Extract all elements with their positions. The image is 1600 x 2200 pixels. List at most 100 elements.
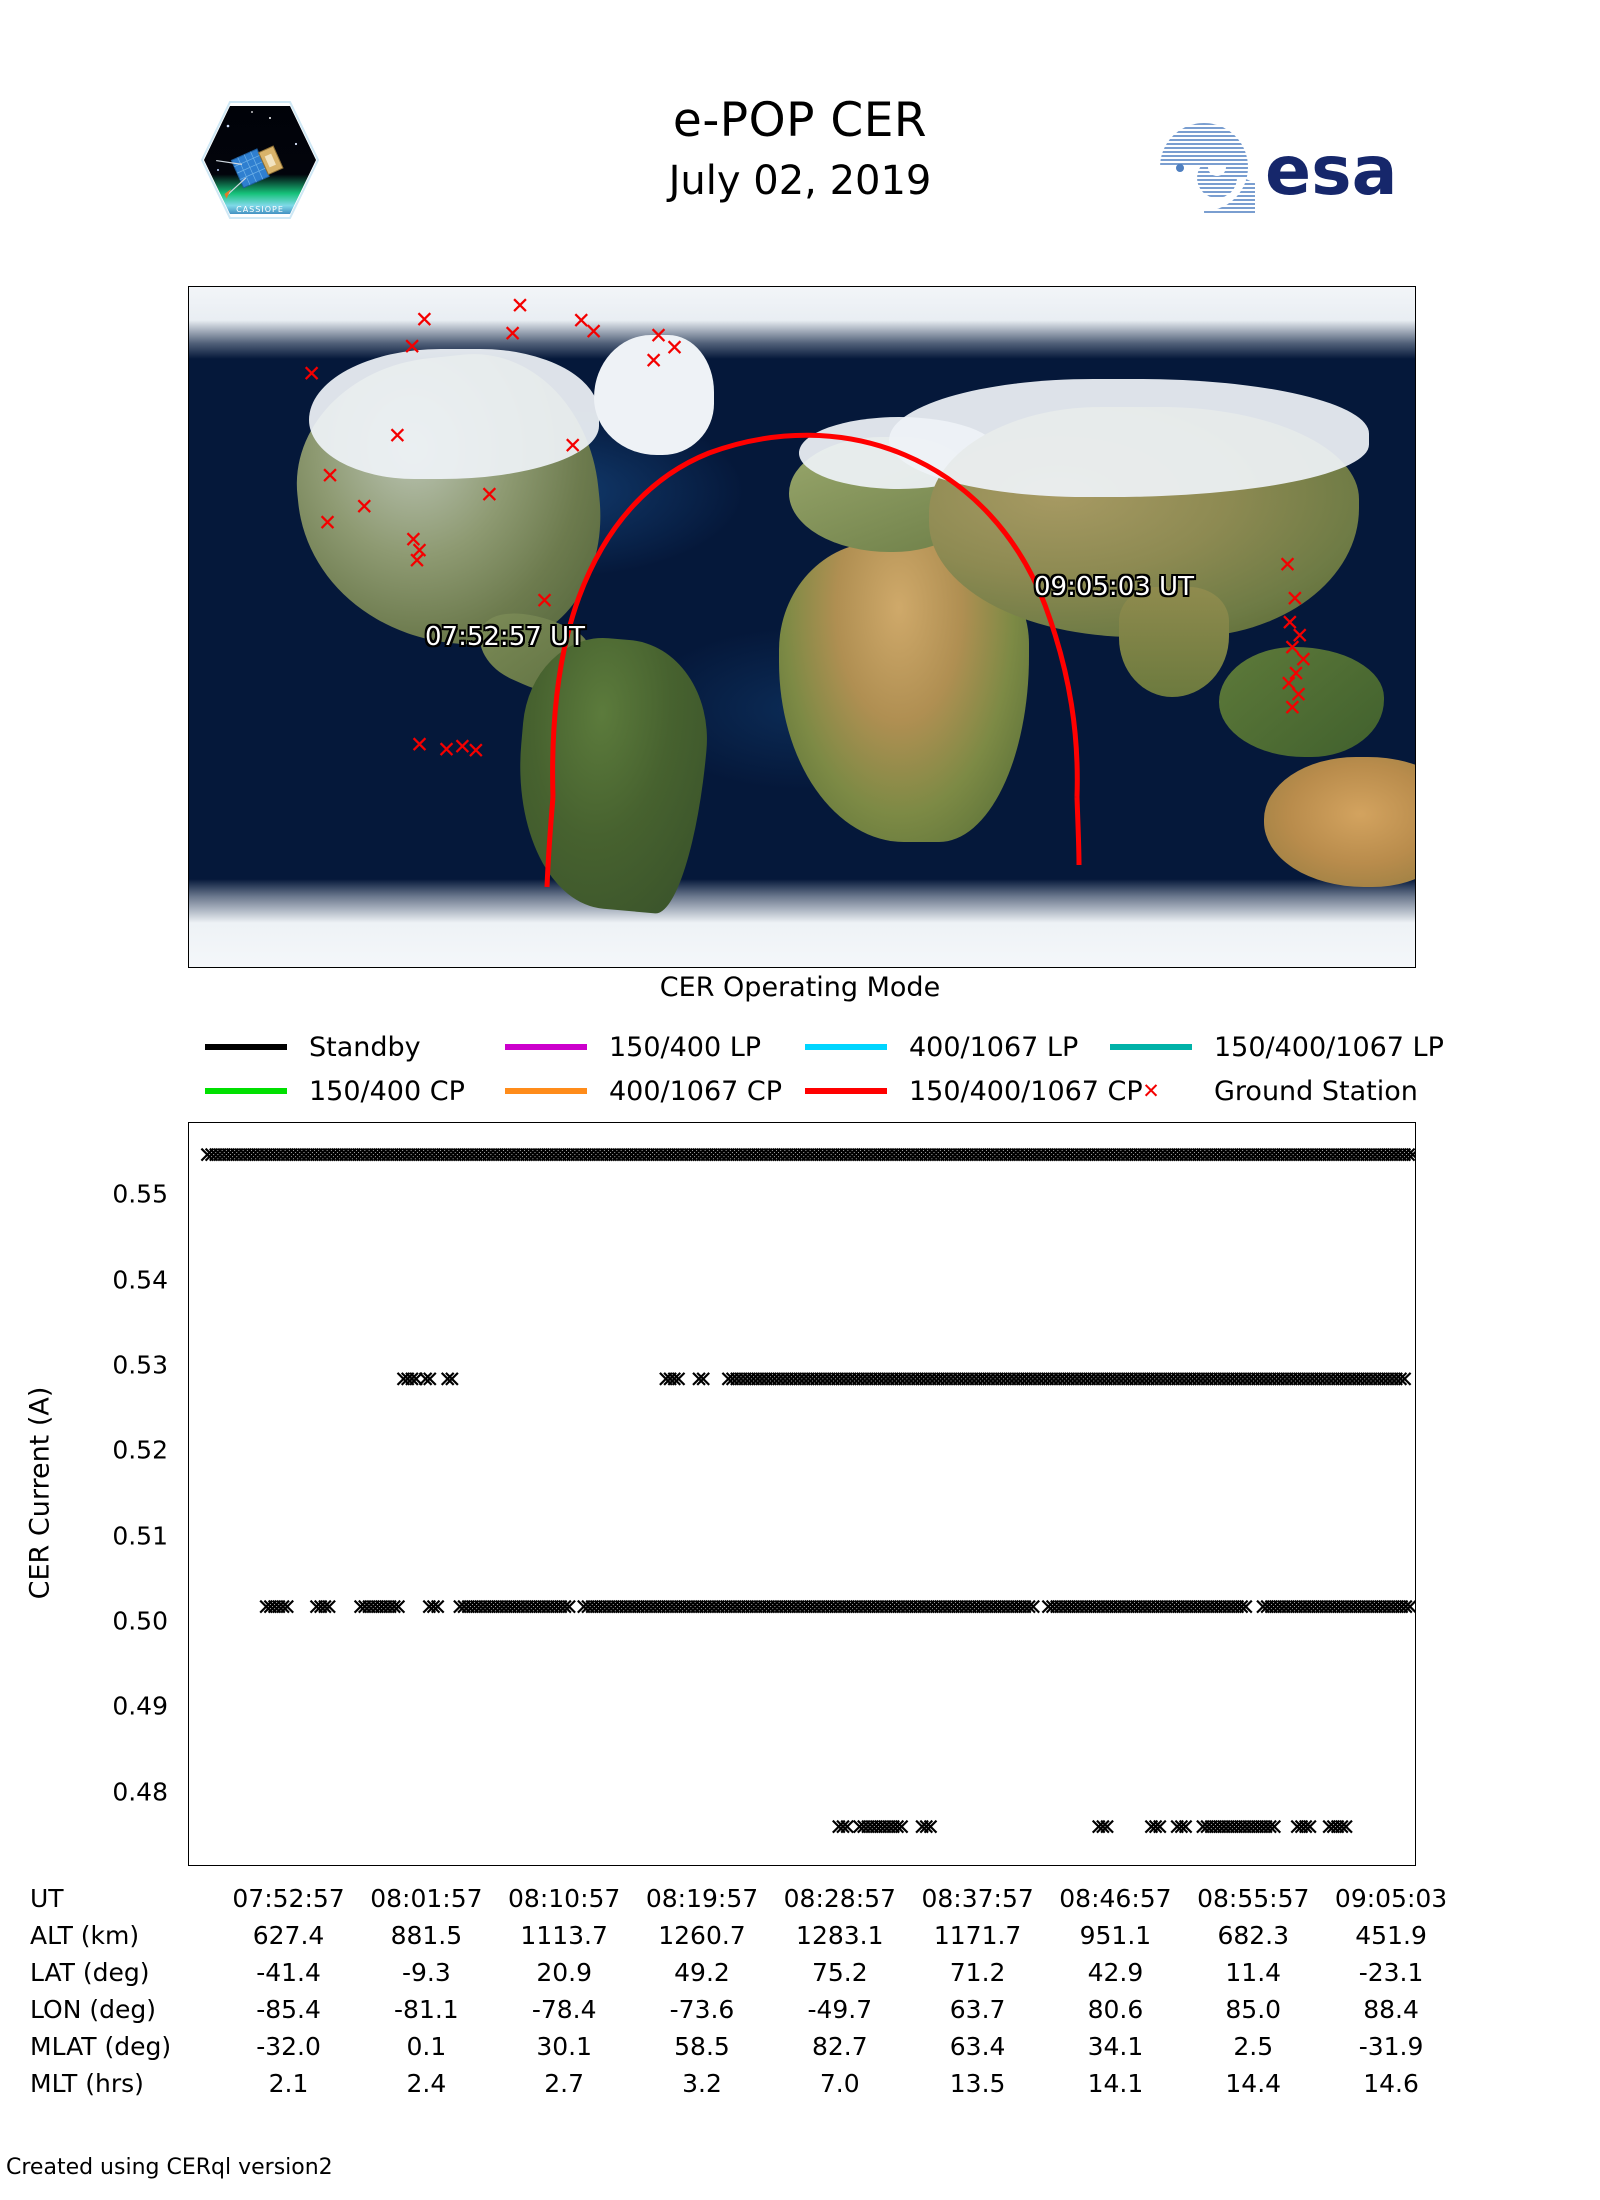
table-row-label: ALT (km) xyxy=(30,1921,140,1950)
table-cell: 1113.7 xyxy=(520,1921,608,1950)
legend-swatch xyxy=(805,1044,887,1050)
ground-station-marker: ✕ xyxy=(354,494,374,521)
table-row-label: LON (deg) xyxy=(30,1995,156,2024)
x-axis-minor-tick xyxy=(1230,1865,1231,1866)
ground-station-marker: ✕ xyxy=(510,293,530,320)
table-cell: -9.3 xyxy=(401,1958,451,1987)
legend-item: 400/1067 CP xyxy=(505,1076,782,1107)
x-axis-minor-tick xyxy=(833,1865,834,1866)
table-cell: 2.1 xyxy=(268,2069,309,2098)
ground-station-marker: ✕ xyxy=(414,307,435,334)
table-cell: 1260.7 xyxy=(658,1921,746,1950)
orbit-track xyxy=(544,432,1082,888)
table-cell: -73.6 xyxy=(669,1995,735,2024)
table-cell: 11.4 xyxy=(1225,1958,1282,1987)
y-axis-tick-label: 0.53 xyxy=(112,1350,168,1380)
x-axis-minor-tick xyxy=(1321,1865,1322,1866)
scatter-series xyxy=(832,1819,1353,1834)
x-axis-tick xyxy=(497,1865,498,1866)
ground-station-marker: ✕ xyxy=(1288,682,1309,709)
ground-station-marker: ✕ xyxy=(1277,552,1298,579)
x-axis-minor-tick xyxy=(1382,1865,1383,1866)
table-cell: 13.5 xyxy=(949,2069,1006,2098)
table-cell: 08:01:57 xyxy=(370,1884,483,1913)
snow-siberia xyxy=(889,379,1369,497)
scatter-series xyxy=(200,1147,1415,1162)
x-axis-minor-tick xyxy=(1016,1865,1017,1866)
legend-item: ✕ Ground Station xyxy=(1110,1076,1418,1107)
table-cell: 75.2 xyxy=(811,1958,868,1987)
table-cell: 20.9 xyxy=(536,1958,592,1987)
landmass-india xyxy=(1119,587,1229,697)
x-axis-minor-tick xyxy=(741,1865,742,1866)
ground-station-marker: ✕ xyxy=(1286,661,1306,688)
table-row: MLT (hrs) 2.1 2.4 2.7 3.2 7.0 13.5 14.1 14.4 14.6 xyxy=(30,2065,1460,2102)
x-axis-minor-tick xyxy=(1291,1865,1292,1866)
x-axis-minor-tick xyxy=(527,1865,528,1866)
x-axis-minor-tick xyxy=(283,1865,284,1866)
legend-item: 150/400 LP xyxy=(505,1032,761,1063)
ground-station-marker: ✕ xyxy=(409,538,430,565)
legend-swatch xyxy=(1110,1044,1192,1050)
y-axis-tick-label: 0.52 xyxy=(112,1435,168,1465)
scatter-points xyxy=(200,1147,1415,1834)
x-axis-minor-tick xyxy=(771,1865,772,1866)
table-cell: 58.5 xyxy=(674,2032,730,2061)
page-title: e-POP CER xyxy=(672,93,928,148)
x-axis-minor-tick xyxy=(374,1865,375,1866)
y-axis-tick-label: 0.51 xyxy=(112,1521,168,1551)
ground-station-marker: ✕ xyxy=(1293,647,1314,674)
ground-station-marker: ✕ xyxy=(1282,635,1303,662)
page-date: July 02, 2019 xyxy=(668,158,932,204)
table-row-label: MLT (hrs) xyxy=(30,2069,144,2098)
ground-station-marker: ✕ xyxy=(503,321,523,348)
table-cell: 2.7 xyxy=(544,2069,585,2098)
x-axis-tick xyxy=(802,1865,803,1866)
table-cell: 49.2 xyxy=(674,1958,730,1987)
ground-station-marker: ✕ xyxy=(644,348,664,375)
esa-wordmark: esa xyxy=(1265,132,1397,211)
legend-label: 400/1067 LP xyxy=(909,1031,1079,1063)
legend-swatch xyxy=(805,1088,887,1094)
table-row: UT 07:52:57 08:01:57 08:10:57 08:19:57 08:28:… xyxy=(30,1880,1460,1917)
ground-station-marker: ✕ xyxy=(479,482,499,509)
snow-north-america xyxy=(309,349,599,479)
ground-station-marker: ✕ xyxy=(317,510,338,537)
table-cell: 07:52:57 xyxy=(232,1884,345,1913)
table-cell: 451.9 xyxy=(1355,1921,1427,1950)
x-axis-minor-tick xyxy=(1352,1865,1353,1866)
y-axis-tick-label: 0.54 xyxy=(112,1265,168,1295)
y-axis-tick-label: 0.50 xyxy=(112,1606,168,1636)
x-axis-minor-tick xyxy=(252,1865,253,1866)
legend-item: 150/400 CP xyxy=(205,1076,465,1107)
table-cell: 82.7 xyxy=(811,2032,868,2061)
table-cell: -41.4 xyxy=(256,1958,321,1987)
table-row-label: MLAT (deg) xyxy=(30,2032,172,2061)
x-axis-minor-tick xyxy=(466,1865,467,1866)
x-axis-tick xyxy=(1413,1865,1414,1866)
ground-station-marker: ✕ xyxy=(571,308,591,335)
legend: Standby 150/400 LP 400/1067 LP 150/400/1067… xyxy=(205,1025,1444,1113)
y-axis-tick-label: 0.48 xyxy=(112,1777,168,1806)
ground-station-icon: ✕ xyxy=(1142,1079,1160,1103)
ground-station-marker: ✕ xyxy=(534,588,555,615)
x-axis-minor-tick xyxy=(680,1865,681,1866)
ground-station-marker: ✕ xyxy=(1280,610,1300,637)
table-cell: 08:55:57 xyxy=(1197,1884,1310,1913)
legend-label: 150/400/1067 LP xyxy=(1214,1031,1444,1063)
table-cell: 42.9 xyxy=(1087,1958,1144,1987)
table-cell: 2.4 xyxy=(406,2069,447,2098)
table-cell: 14.1 xyxy=(1087,2069,1144,2098)
table-cell: 951.1 xyxy=(1079,1921,1152,1950)
ground-station-marker: ✕ xyxy=(1282,695,1303,722)
legend-swatch xyxy=(505,1044,587,1050)
legend-label: 150/400 CP xyxy=(309,1075,465,1107)
x-axis-tick xyxy=(955,1865,956,1866)
legend-label: Standby xyxy=(309,1031,421,1063)
x-axis-minor-tick xyxy=(588,1865,589,1866)
y-axis-tick-label: 0.55 xyxy=(112,1179,168,1209)
ground-station-marker: ✕ xyxy=(664,335,685,362)
landmass-australia xyxy=(1264,757,1415,887)
table-cell: 30.1 xyxy=(536,2032,592,2061)
antarctic-ice xyxy=(189,879,1415,967)
